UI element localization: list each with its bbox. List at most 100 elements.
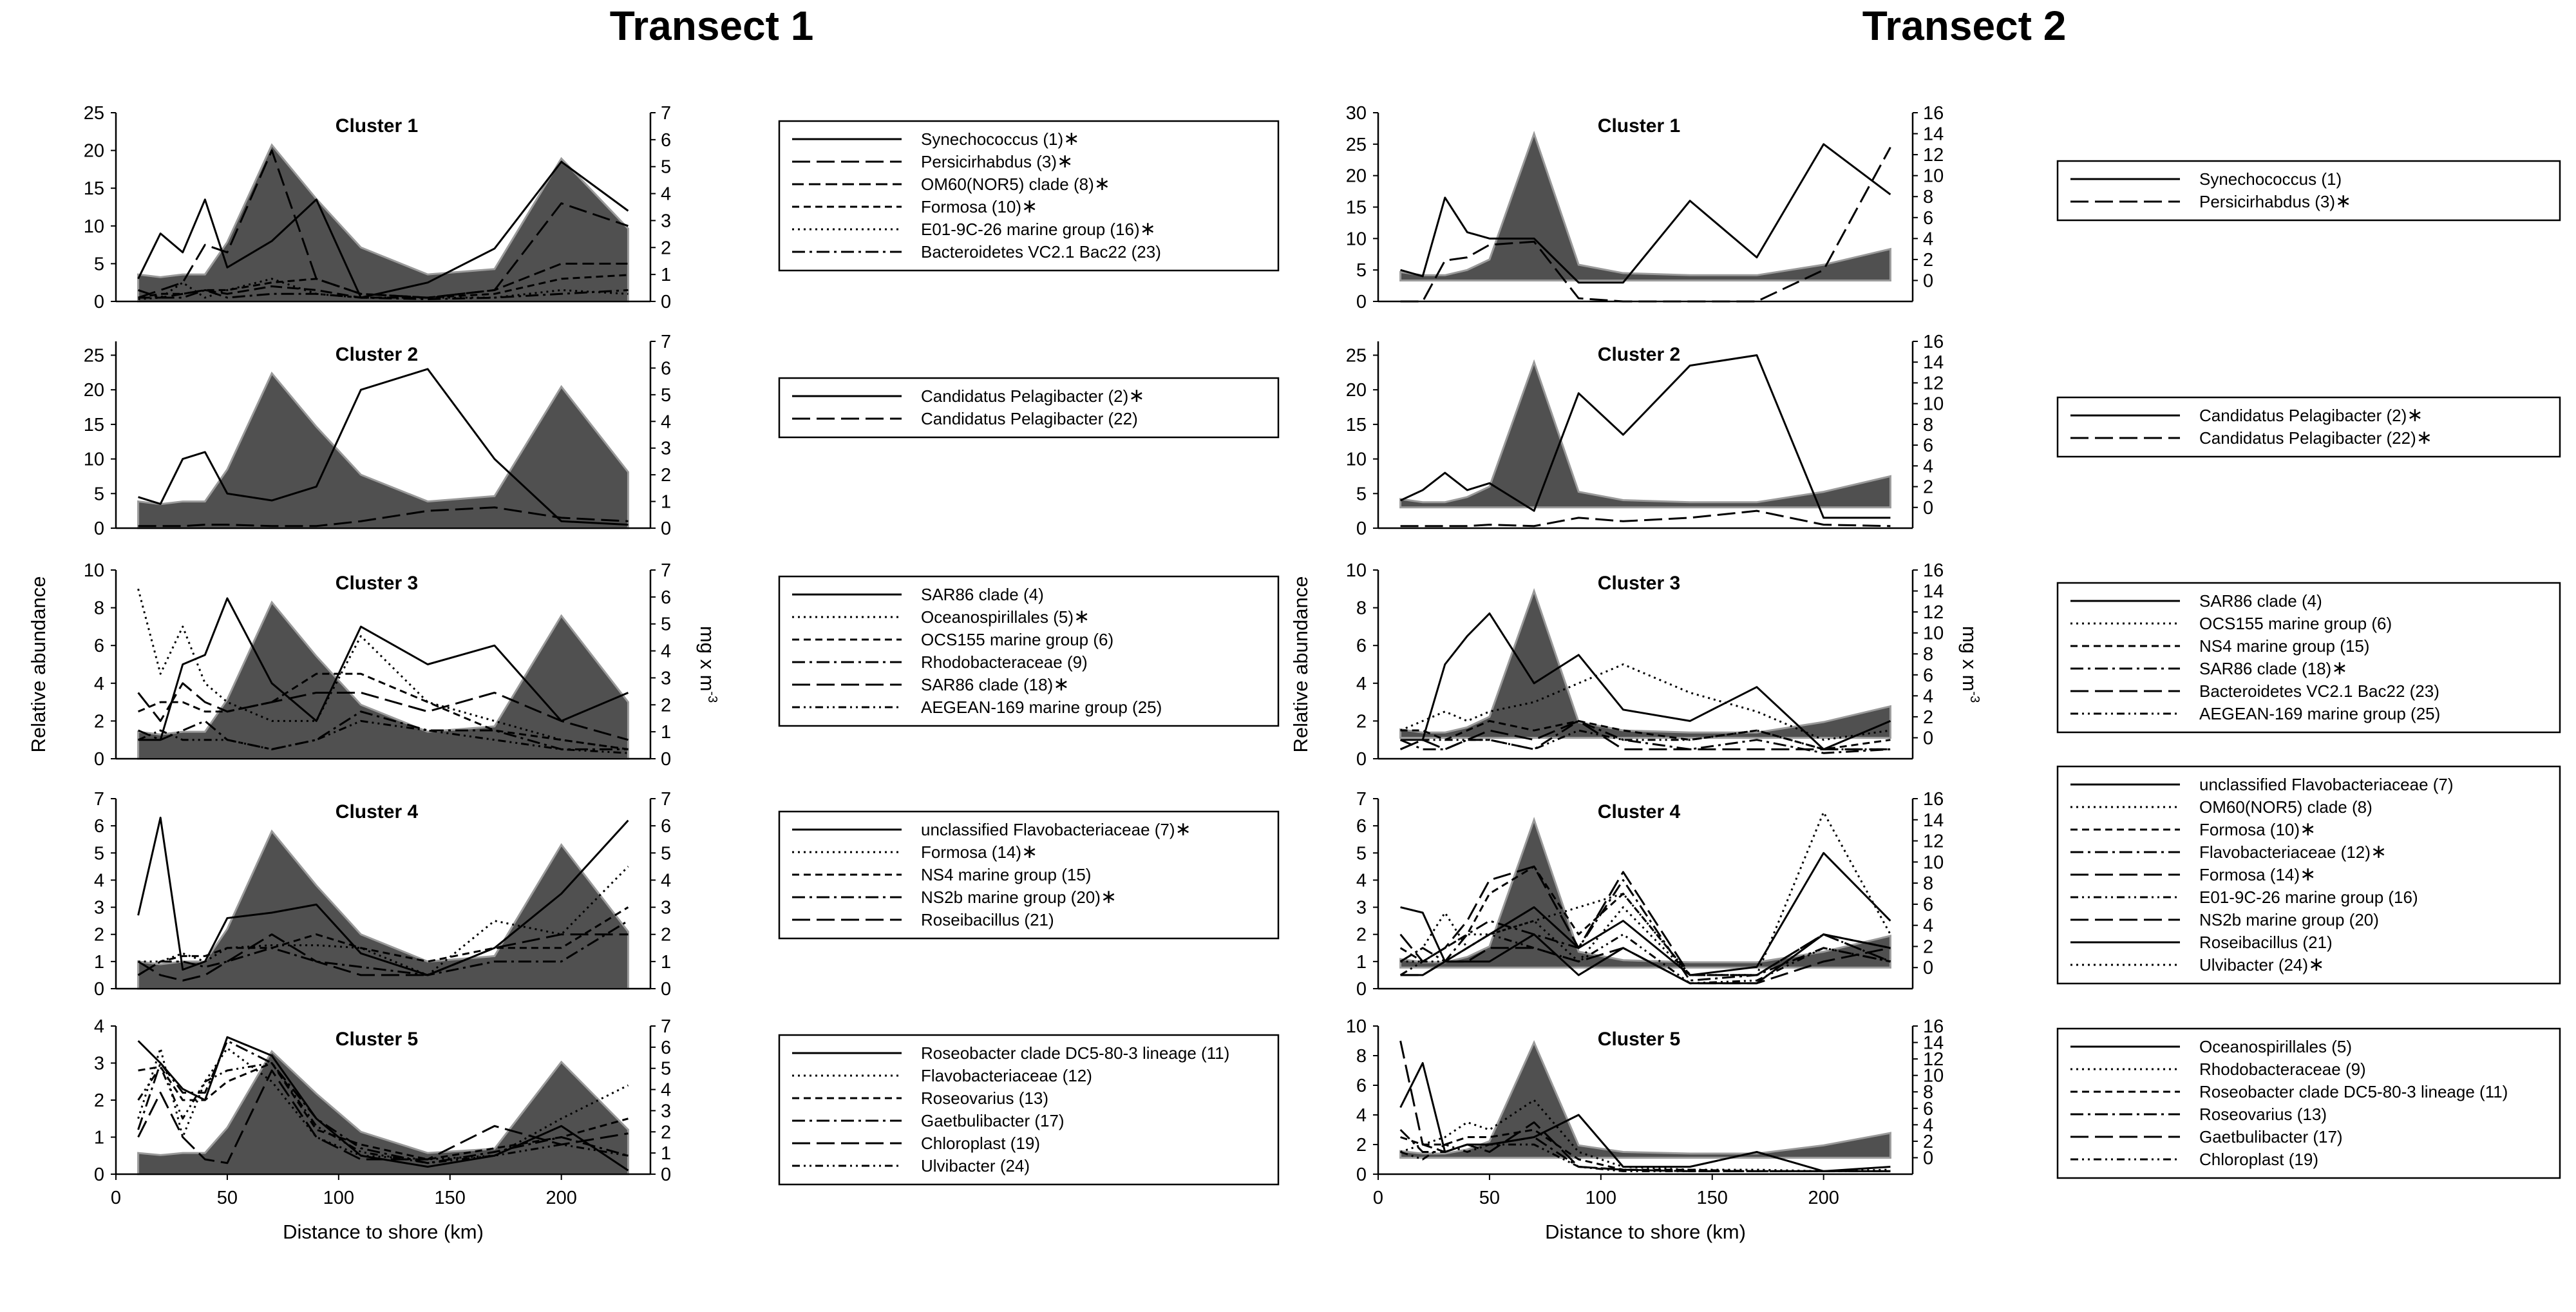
right-tick-label: 0: [1923, 271, 1933, 291]
series-line: [137, 1040, 629, 1165]
legend-label: Formosa (10)∗: [2199, 819, 2316, 840]
significance-marker: ∗: [2371, 841, 2387, 862]
legend-label: Gaetbulibacter (17): [921, 1111, 1065, 1130]
legend: unclassified Flavobacteriaceae (7)∗Formo…: [778, 810, 1280, 940]
left-tick-label: 5: [1356, 484, 1367, 504]
left-tick-label: 25: [84, 103, 104, 124]
left-tick-label: 7: [94, 789, 104, 810]
left-tick-label: 25: [1346, 345, 1367, 366]
legend-label: Candidatus Pelagibacter (22): [921, 409, 1138, 428]
legend-label: E01-9C-26 marine group (16): [2199, 888, 2418, 907]
x-axis-label: Distance to shore (km): [283, 1221, 484, 1243]
left-tick-label: 20: [1346, 166, 1367, 187]
x-tick-label: 200: [1808, 1188, 1839, 1208]
chlorophyll-area: [137, 371, 629, 529]
legend-label: OCS155 marine group (6): [921, 630, 1113, 649]
chlorophyll-area: [1399, 130, 1891, 281]
right-tick-label: 12: [1923, 602, 1944, 623]
right-tick-label: 7: [661, 1016, 671, 1037]
left-tick-label: 0: [1356, 518, 1367, 539]
legend-label: AEGEAN-169 marine group (25): [2199, 704, 2440, 723]
legend-box: [778, 120, 1280, 272]
legend-label: Candidatus Pelagibacter (2)∗: [921, 385, 1144, 406]
left-tick-label: 20: [1346, 380, 1367, 401]
right-tick-label: 16: [1923, 789, 1944, 810]
legend-label: OCS155 marine group (6): [2199, 614, 2392, 633]
significance-marker: ∗: [2300, 864, 2316, 885]
right-tick-label: 2: [661, 925, 671, 946]
left-tick-label: 0: [1356, 979, 1367, 1000]
right-tick-label: 4: [661, 642, 671, 662]
y2-axis-label: mg x m-3: [1958, 626, 1982, 703]
right-tick-label: 2: [661, 465, 671, 486]
legend-label: NS2b marine group (20)∗: [921, 886, 1117, 908]
right-tick-label: 14: [1923, 1033, 1944, 1054]
right-tick-label: 1: [661, 722, 671, 743]
right-tick-label: 0: [661, 1165, 671, 1185]
series-line: [1400, 509, 1891, 528]
right-tick-label: 16: [1923, 1016, 1944, 1037]
left-tick-label: 0: [94, 518, 104, 539]
legend-box: [2056, 765, 2561, 985]
legend-label: Ulvibacter (24): [921, 1156, 1030, 1175]
right-tick-label: 0: [661, 292, 671, 312]
legend-label: Formosa (14)∗: [2199, 864, 2316, 885]
left-tick-label: 5: [94, 843, 104, 864]
legend-label: Oceanospirillales (5): [2199, 1037, 2352, 1056]
right-tick-label: 4: [1923, 916, 1933, 936]
right-tick-label: 14: [1923, 124, 1944, 145]
significance-marker: ∗: [2407, 404, 2423, 426]
x-tick-label: 100: [323, 1188, 354, 1208]
legend-label: NS4 marine group (15): [921, 865, 1091, 884]
right-tick-label: 3: [661, 211, 671, 231]
left-tick-label: 4: [1356, 1105, 1367, 1126]
right-tick-label: 2: [661, 1122, 671, 1143]
right-tick-label: 8: [1923, 644, 1933, 665]
right-tick-label: 10: [1923, 852, 1944, 873]
legend-label: Chloroplast (19): [2199, 1150, 2318, 1169]
y2-axis-label-exponent: -3: [705, 691, 719, 703]
significance-marker: ∗: [1053, 674, 1069, 695]
panel-t1-cluster-4: 0 1 2 3 4 5 6 7 0 1 2 3 4 5 6 7 Cluster 4 unclassified Fl…: [94, 789, 1280, 1000]
significance-marker: ∗: [1128, 385, 1144, 406]
x-tick-label: 200: [545, 1188, 576, 1208]
legend-label: E01-9C-26 marine group (16)∗: [921, 218, 1156, 240]
right-tick-label: 6: [661, 358, 671, 379]
legend-box: [778, 1034, 1280, 1186]
legend-label: Roseobacter clade DC5-80-3 lineage (11): [921, 1043, 1229, 1063]
right-tick-label: 2: [661, 695, 671, 716]
series-line: [137, 933, 629, 982]
cluster-title: Cluster 3: [1598, 573, 1680, 594]
left-tick-label: 10: [1346, 560, 1367, 581]
legend-label: Roseibacillus (21): [921, 910, 1054, 929]
legend-box: [2056, 1027, 2561, 1179]
legend-label: Ulvibacter (24)∗: [2199, 954, 2324, 975]
series-line: [137, 920, 629, 976]
chlorophyll-area: [137, 600, 629, 760]
left-tick-label: 2: [1356, 1135, 1367, 1155]
legend-label: Candidatus Pelagibacter (22)∗: [2199, 427, 2432, 448]
left-tick-label: 1: [94, 1128, 104, 1148]
right-tick-label: 0: [661, 518, 671, 539]
right-tick-label: 8: [1923, 415, 1933, 435]
left-tick-label: 15: [1346, 415, 1367, 435]
right-tick-label: 4: [1923, 229, 1933, 249]
legend-label: NS4 marine group (15): [2199, 636, 2369, 656]
right-tick-label: 4: [1923, 456, 1933, 477]
right-tick-label: 0: [1923, 958, 1933, 978]
series-line: [138, 866, 629, 976]
right-tick-label: 6: [1923, 665, 1933, 686]
right-tick-label: 3: [661, 898, 671, 918]
right-tick-label: 7: [661, 332, 671, 352]
x-tick-label: 150: [1697, 1188, 1728, 1208]
left-tick-label: 0: [94, 749, 104, 770]
legend-label: Formosa (10)∗: [921, 196, 1037, 217]
left-tick-label: 10: [1346, 229, 1367, 249]
left-tick-label: 8: [1356, 1046, 1367, 1067]
left-tick-label: 2: [94, 1090, 104, 1111]
legend-label: Formosa (14)∗: [921, 841, 1037, 862]
chlorophyll-area: [1399, 587, 1891, 739]
significance-marker: ∗: [1094, 173, 1110, 195]
right-tick-label: 10: [1923, 1066, 1944, 1087]
